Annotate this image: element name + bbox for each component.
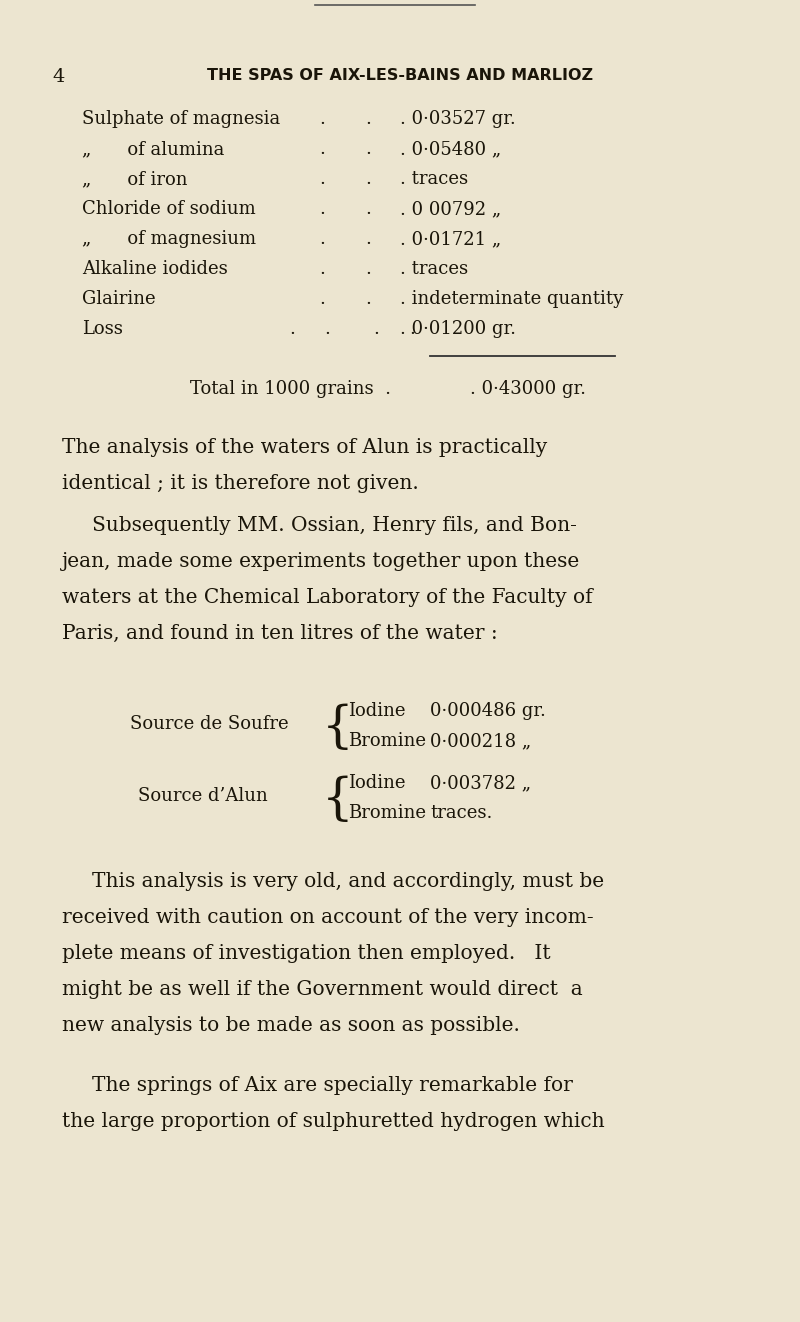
Text: The springs of Aix are specially remarkable for: The springs of Aix are specially remarka… [92,1076,573,1095]
Text: Source de Soufre: Source de Soufre [130,715,289,732]
Text: .: . [365,230,371,249]
Text: .: . [365,260,371,278]
Text: .: . [319,230,325,249]
Text: Iodine: Iodine [348,773,406,792]
Text: might be as well if the Government would direct  a: might be as well if the Government would… [62,980,582,999]
Text: .: . [319,140,325,159]
Text: . 0·43000 gr.: . 0·43000 gr. [470,379,586,398]
Text: Bromine: Bromine [348,732,426,750]
Text: traces.: traces. [430,804,492,822]
Text: new analysis to be made as soon as possible.: new analysis to be made as soon as possi… [62,1017,520,1035]
Text: Bromine: Bromine [348,804,426,822]
Text: .: . [409,320,415,338]
Text: jean, made some experiments together upon these: jean, made some experiments together upo… [62,553,580,571]
Text: . 0·03527 gr.: . 0·03527 gr. [400,110,516,128]
Text: This analysis is very old, and accordingly, must be: This analysis is very old, and according… [92,873,604,891]
Text: .: . [365,290,371,308]
Text: Source d’Alun: Source d’Alun [138,787,268,805]
Text: 0·000218 „: 0·000218 „ [430,732,531,750]
Text: . 0·01200 gr.: . 0·01200 gr. [400,320,516,338]
Text: .: . [319,260,325,278]
Text: . 0·01721 „: . 0·01721 „ [400,230,502,249]
Text: THE SPAS OF AIX-LES-BAINS AND MARLIOZ: THE SPAS OF AIX-LES-BAINS AND MARLIOZ [207,67,593,83]
Text: Sulphate of magnesia: Sulphate of magnesia [82,110,280,128]
Text: Total in 1000 grains  .: Total in 1000 grains . [190,379,391,398]
Text: Paris, and found in ten litres of the water :: Paris, and found in ten litres of the wa… [62,624,498,642]
Text: . traces: . traces [400,171,468,188]
Text: „  of iron: „ of iron [82,171,187,188]
Text: .: . [289,320,295,338]
Text: . 0 00792 „: . 0 00792 „ [400,200,502,218]
Text: .: . [365,171,371,188]
Text: .: . [319,290,325,308]
Text: plete means of investigation then employed.   It: plete means of investigation then employ… [62,944,550,962]
Text: 4: 4 [52,67,64,86]
Text: „  of magnesium: „ of magnesium [82,230,256,249]
Text: .: . [365,110,371,128]
Text: .: . [365,140,371,159]
Text: 0·003782 „: 0·003782 „ [430,773,531,792]
Text: Chloride of sodium: Chloride of sodium [82,200,256,218]
Text: .: . [319,171,325,188]
Text: {: { [322,705,354,754]
Text: 0·000486 gr.: 0·000486 gr. [430,702,546,720]
Text: .: . [319,200,325,218]
Text: .: . [365,200,371,218]
Text: . indeterminate quantity: . indeterminate quantity [400,290,623,308]
Text: .: . [324,320,330,338]
Text: Iodine: Iodine [348,702,406,720]
Text: waters at the Chemical Laboratory of the Faculty of: waters at the Chemical Laboratory of the… [62,588,593,607]
Text: . traces: . traces [400,260,468,278]
Text: the large proportion of sulphuretted hydrogen which: the large proportion of sulphuretted hyd… [62,1112,605,1132]
Text: . 0·05480 „: . 0·05480 „ [400,140,502,159]
Text: Loss: Loss [82,320,123,338]
Text: .: . [373,320,379,338]
Text: The analysis of the waters of Alun is practically: The analysis of the waters of Alun is pr… [62,438,547,457]
Text: Alkaline iodides: Alkaline iodides [82,260,228,278]
Text: {: { [322,776,354,825]
Text: „  of alumina: „ of alumina [82,140,224,159]
Text: identical ; it is therefore not given.: identical ; it is therefore not given. [62,475,418,493]
Text: Glairine: Glairine [82,290,156,308]
Text: received with caution on account of the very incom-: received with caution on account of the … [62,908,594,927]
Text: Subsequently MM. Ossian, Henry fils, and Bon-: Subsequently MM. Ossian, Henry fils, and… [92,516,577,535]
Text: .: . [319,110,325,128]
